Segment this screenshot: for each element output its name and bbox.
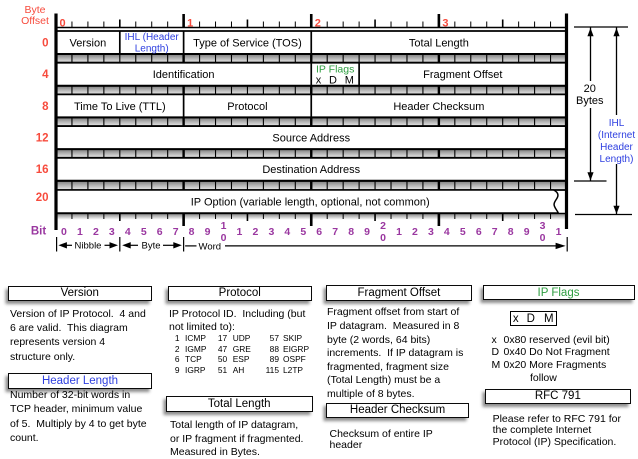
svg-text:3: 3 <box>442 17 448 29</box>
svg-text:6: 6 <box>157 226 163 238</box>
svg-text:8: 8 <box>508 226 514 238</box>
svg-text:3: 3 <box>109 226 115 238</box>
svg-text:1: 1 <box>396 226 402 238</box>
svg-text:Fragment Offset: Fragment Offset <box>423 69 502 81</box>
svg-text:Length): Length) <box>600 154 634 165</box>
svg-text:IP Flags: IP Flags <box>316 63 354 75</box>
svg-text:0: 0 <box>60 17 66 29</box>
svg-text:4: 4 <box>42 69 49 81</box>
svg-text:4: 4 <box>444 226 450 238</box>
svg-text:IHL (Header: IHL (Header <box>125 32 180 43</box>
svg-text:Version: Version <box>70 37 107 49</box>
svg-text:Source Address: Source Address <box>272 133 350 145</box>
svg-text:x: x <box>316 75 322 87</box>
svg-text:Identification: Identification <box>153 69 215 81</box>
svg-text:2: 2 <box>315 17 321 29</box>
svg-text:Time To Live (TTL): Time To Live (TTL) <box>74 101 166 113</box>
svg-text:1: 1 <box>556 226 562 238</box>
svg-text:8: 8 <box>189 226 195 238</box>
svg-text:16: 16 <box>36 164 49 176</box>
svg-text:20: 20 <box>36 192 49 204</box>
svg-text:7: 7 <box>492 226 498 238</box>
svg-text:2: 2 <box>93 226 99 238</box>
svg-text:Bytes: Bytes <box>576 95 604 107</box>
svg-text:5: 5 <box>300 226 306 238</box>
svg-text:4: 4 <box>284 226 290 238</box>
svg-text:3: 3 <box>540 220 546 232</box>
svg-text:Nibble: Nibble <box>75 241 102 252</box>
svg-text:0: 0 <box>540 232 546 244</box>
svg-text:0: 0 <box>42 37 48 49</box>
svg-text:20: 20 <box>584 83 596 95</box>
svg-text:Length): Length) <box>135 43 169 54</box>
svg-text:6: 6 <box>316 226 322 238</box>
svg-text:5: 5 <box>141 226 147 238</box>
svg-text:Type of Service (TOS): Type of Service (TOS) <box>193 37 302 49</box>
svg-text:Word: Word <box>199 241 222 252</box>
svg-text:1: 1 <box>221 220 227 232</box>
svg-text:0: 0 <box>380 232 386 244</box>
svg-text:Destination Address: Destination Address <box>262 164 360 176</box>
svg-text:1: 1 <box>187 17 193 29</box>
svg-text:5: 5 <box>460 226 466 238</box>
svg-text:Header: Header <box>600 142 633 153</box>
svg-text:7: 7 <box>173 226 179 238</box>
svg-text:IP Option (variable length, op: IP Option (variable length, optional, no… <box>191 196 430 208</box>
svg-text:Total Length: Total Length <box>409 37 469 49</box>
svg-text:Offset: Offset <box>21 15 49 27</box>
svg-text:2: 2 <box>412 226 418 238</box>
svg-text:9: 9 <box>364 226 370 238</box>
svg-text:7: 7 <box>332 226 338 238</box>
svg-text:Byte: Byte <box>24 4 45 16</box>
svg-text:1: 1 <box>77 226 83 238</box>
svg-text:2: 2 <box>252 226 258 238</box>
svg-text:D: D <box>329 75 337 87</box>
svg-text:1: 1 <box>237 226 243 238</box>
svg-text:0: 0 <box>61 226 67 238</box>
svg-text:Header Checksum: Header Checksum <box>393 101 484 113</box>
svg-text:2: 2 <box>380 220 386 232</box>
svg-text:(Internet: (Internet <box>598 130 635 141</box>
svg-text:6: 6 <box>476 226 482 238</box>
svg-text:Byte: Byte <box>141 241 160 252</box>
svg-text:3: 3 <box>268 226 274 238</box>
svg-text:9: 9 <box>524 226 530 238</box>
svg-text:Bit: Bit <box>31 226 47 238</box>
svg-text:IHL: IHL <box>609 118 625 129</box>
svg-text:12: 12 <box>36 133 49 145</box>
svg-text:0: 0 <box>221 232 227 244</box>
svg-text:3: 3 <box>428 226 434 238</box>
svg-text:M: M <box>345 75 354 87</box>
svg-text:8: 8 <box>348 226 354 238</box>
svg-text:8: 8 <box>42 101 49 113</box>
svg-text:9: 9 <box>205 226 211 238</box>
svg-text:4: 4 <box>125 226 131 238</box>
svg-text:Protocol: Protocol <box>227 101 267 113</box>
